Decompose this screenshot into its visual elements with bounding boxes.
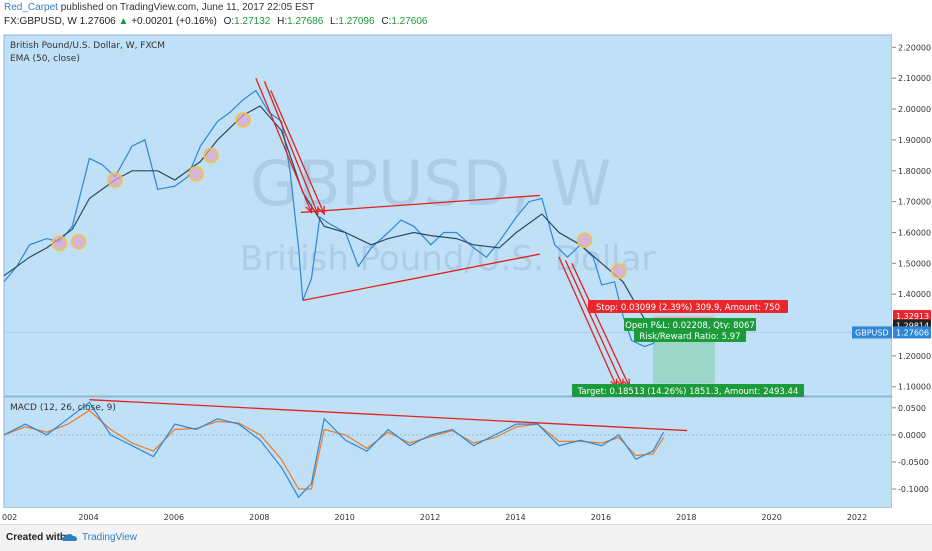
publish-header: Red_Carpet published on TradingView.com,… [4,2,314,13]
macd-legend: MACD (12, 26, close, 9) [10,403,116,413]
price-tick-label-6: 1.60000 [898,228,931,237]
highlight-marker-2[interactable] [107,172,123,188]
change-up-icon: ▲ [118,16,129,27]
close-value: 1.27606 [391,16,428,27]
publish-info: published on TradingView.com, June 11, 2… [60,2,315,13]
macd-axis[interactable] [892,397,932,508]
macd-tick-label-0: 0.0500 [898,404,926,413]
tradingview-brand[interactable]: TradingView [82,532,138,543]
trend-arrow-0[interactable] [255,77,313,214]
signal-series-line[interactable] [3,409,665,490]
time-tick-label-0: 002 [2,513,17,522]
open-label: O: [223,16,235,27]
chart-title: British Pound/U.S. Dollar, W, FXCM [10,41,165,51]
trend-line-1[interactable] [302,253,540,301]
price-tick-label-1: 2.10000 [898,74,931,83]
time-tick-label-9: 2020 [761,513,781,522]
tradingview-cloud-icon [62,534,77,541]
time-tick-label-7: 2016 [591,513,611,522]
time-tick-label-3: 2008 [249,513,269,522]
time-tick-label-5: 2012 [420,513,440,522]
close-label: C: [381,16,392,27]
macd-tick-label-1: 0.0000 [898,431,926,440]
svg-text:Target: 0.18513 (14.26%) 1851.: Target: 0.18513 (14.26%) 1851.3, Amount:… [577,387,799,397]
svg-text:1.29814: 1.29814 [896,322,929,331]
symbol-badge: GBPUSD [852,326,892,339]
price-tick-label-2: 2.00000 [898,105,931,114]
price-axis[interactable] [892,35,932,396]
price-tick-label-10: 1.20000 [898,352,931,361]
symbol-label: FX:GBPUSD, W [4,16,77,27]
svg-text:Risk/Reward Ratio: 5.97: Risk/Reward Ratio: 5.97 [639,332,740,342]
macd-pane[interactable] [3,396,893,509]
price-tick-label-3: 1.90000 [898,136,931,145]
price-tick-label-0: 2.20000 [898,43,931,52]
svg-text:GBPUSD: GBPUSD [855,328,889,337]
trend-arrow-2[interactable] [270,90,325,216]
watermark-name: British Pound/U.S. Dollar [240,239,655,279]
ema-legend: EMA (50, close) [10,54,80,64]
price-tick-label-4: 1.80000 [898,167,931,176]
highlight-marker-0[interactable] [51,235,68,252]
highlight-marker-1[interactable] [70,233,87,250]
risk-reward-label[interactable]: Risk/Reward Ratio: 5.97 [634,329,746,342]
time-tick-label-8: 2018 [676,513,696,522]
svg-text:Stop: 0.03099 (2.39%) 309.9, A: Stop: 0.03099 (2.39%) 309.9, Amount: 750 [596,303,780,313]
last-price: 1.27606 [79,16,116,27]
stop-label[interactable]: Stop: 0.03099 (2.39%) 309.9, Amount: 750 [588,300,788,313]
open-pl-label[interactable]: Open P&L: 0.02208, Qty: 8067 [624,318,756,331]
high-value: 1.27686 [287,16,324,27]
price-change: +0.00201 (+0.16%) [131,16,217,27]
macd-trend-line[interactable] [89,399,688,432]
highlight-marker-7[interactable] [610,263,627,279]
author-link[interactable]: Red_Carpet [4,2,58,13]
time-tick-label-10: 2022 [847,513,867,522]
time-tick-label-6: 2014 [505,513,525,522]
macd-series-line[interactable] [3,401,665,499]
open-value: 1.27132 [234,16,271,27]
highlight-marker-3[interactable] [188,166,204,182]
price-tick-label-8: 1.40000 [898,290,931,299]
price-series-line[interactable] [3,89,665,348]
time-tick-label-4: 2010 [335,513,355,522]
highlight-marker-6[interactable] [576,232,593,248]
created-with-label: Created with [6,532,67,543]
trend-arrow-1[interactable] [263,81,319,216]
target-label[interactable]: Target: 0.18513 (14.26%) 1851.3, Amount:… [572,384,804,397]
svg-text:1.32913: 1.32913 [896,312,929,321]
price-axis-badge-2: 1.27606 [893,326,931,339]
time-tick-label-2: 2006 [164,513,184,522]
svg-text:Open P&L: 0.02208, Qty: 8067: Open P&L: 0.02208, Qty: 8067 [625,321,755,331]
high-label: H: [277,16,288,27]
price-tick-label-5: 1.70000 [898,198,931,207]
trend-line-0[interactable] [300,194,540,214]
ohlc-header: FX:GBPUSD, W 1.27606 ▲ +0.00201 (+0.16%)… [4,16,427,27]
price-tick-label-11: 1.10000 [898,383,931,392]
footer: Created with TradingView [0,524,932,551]
price-chart[interactable]: GBPUSD, W British Pound/U.S. Dollar Stop… [0,0,932,524]
svg-text:1.27606: 1.27606 [896,328,929,337]
time-tick-label-1: 2004 [78,513,98,522]
highlight-marker-5[interactable] [235,112,251,128]
low-label: L: [330,16,339,27]
watermark-symbol: GBPUSD, W [250,147,611,220]
price-tick-label-7: 1.50000 [898,259,931,268]
highlight-marker-4[interactable] [203,147,219,164]
time-axis[interactable] [0,508,932,524]
price-axis-badge-0: 1.32913 [893,310,931,323]
low-value: 1.27096 [338,16,375,27]
macd-tick-label-2: -0.0500 [898,458,929,467]
macd-tick-label-3: -0.1000 [898,485,929,494]
